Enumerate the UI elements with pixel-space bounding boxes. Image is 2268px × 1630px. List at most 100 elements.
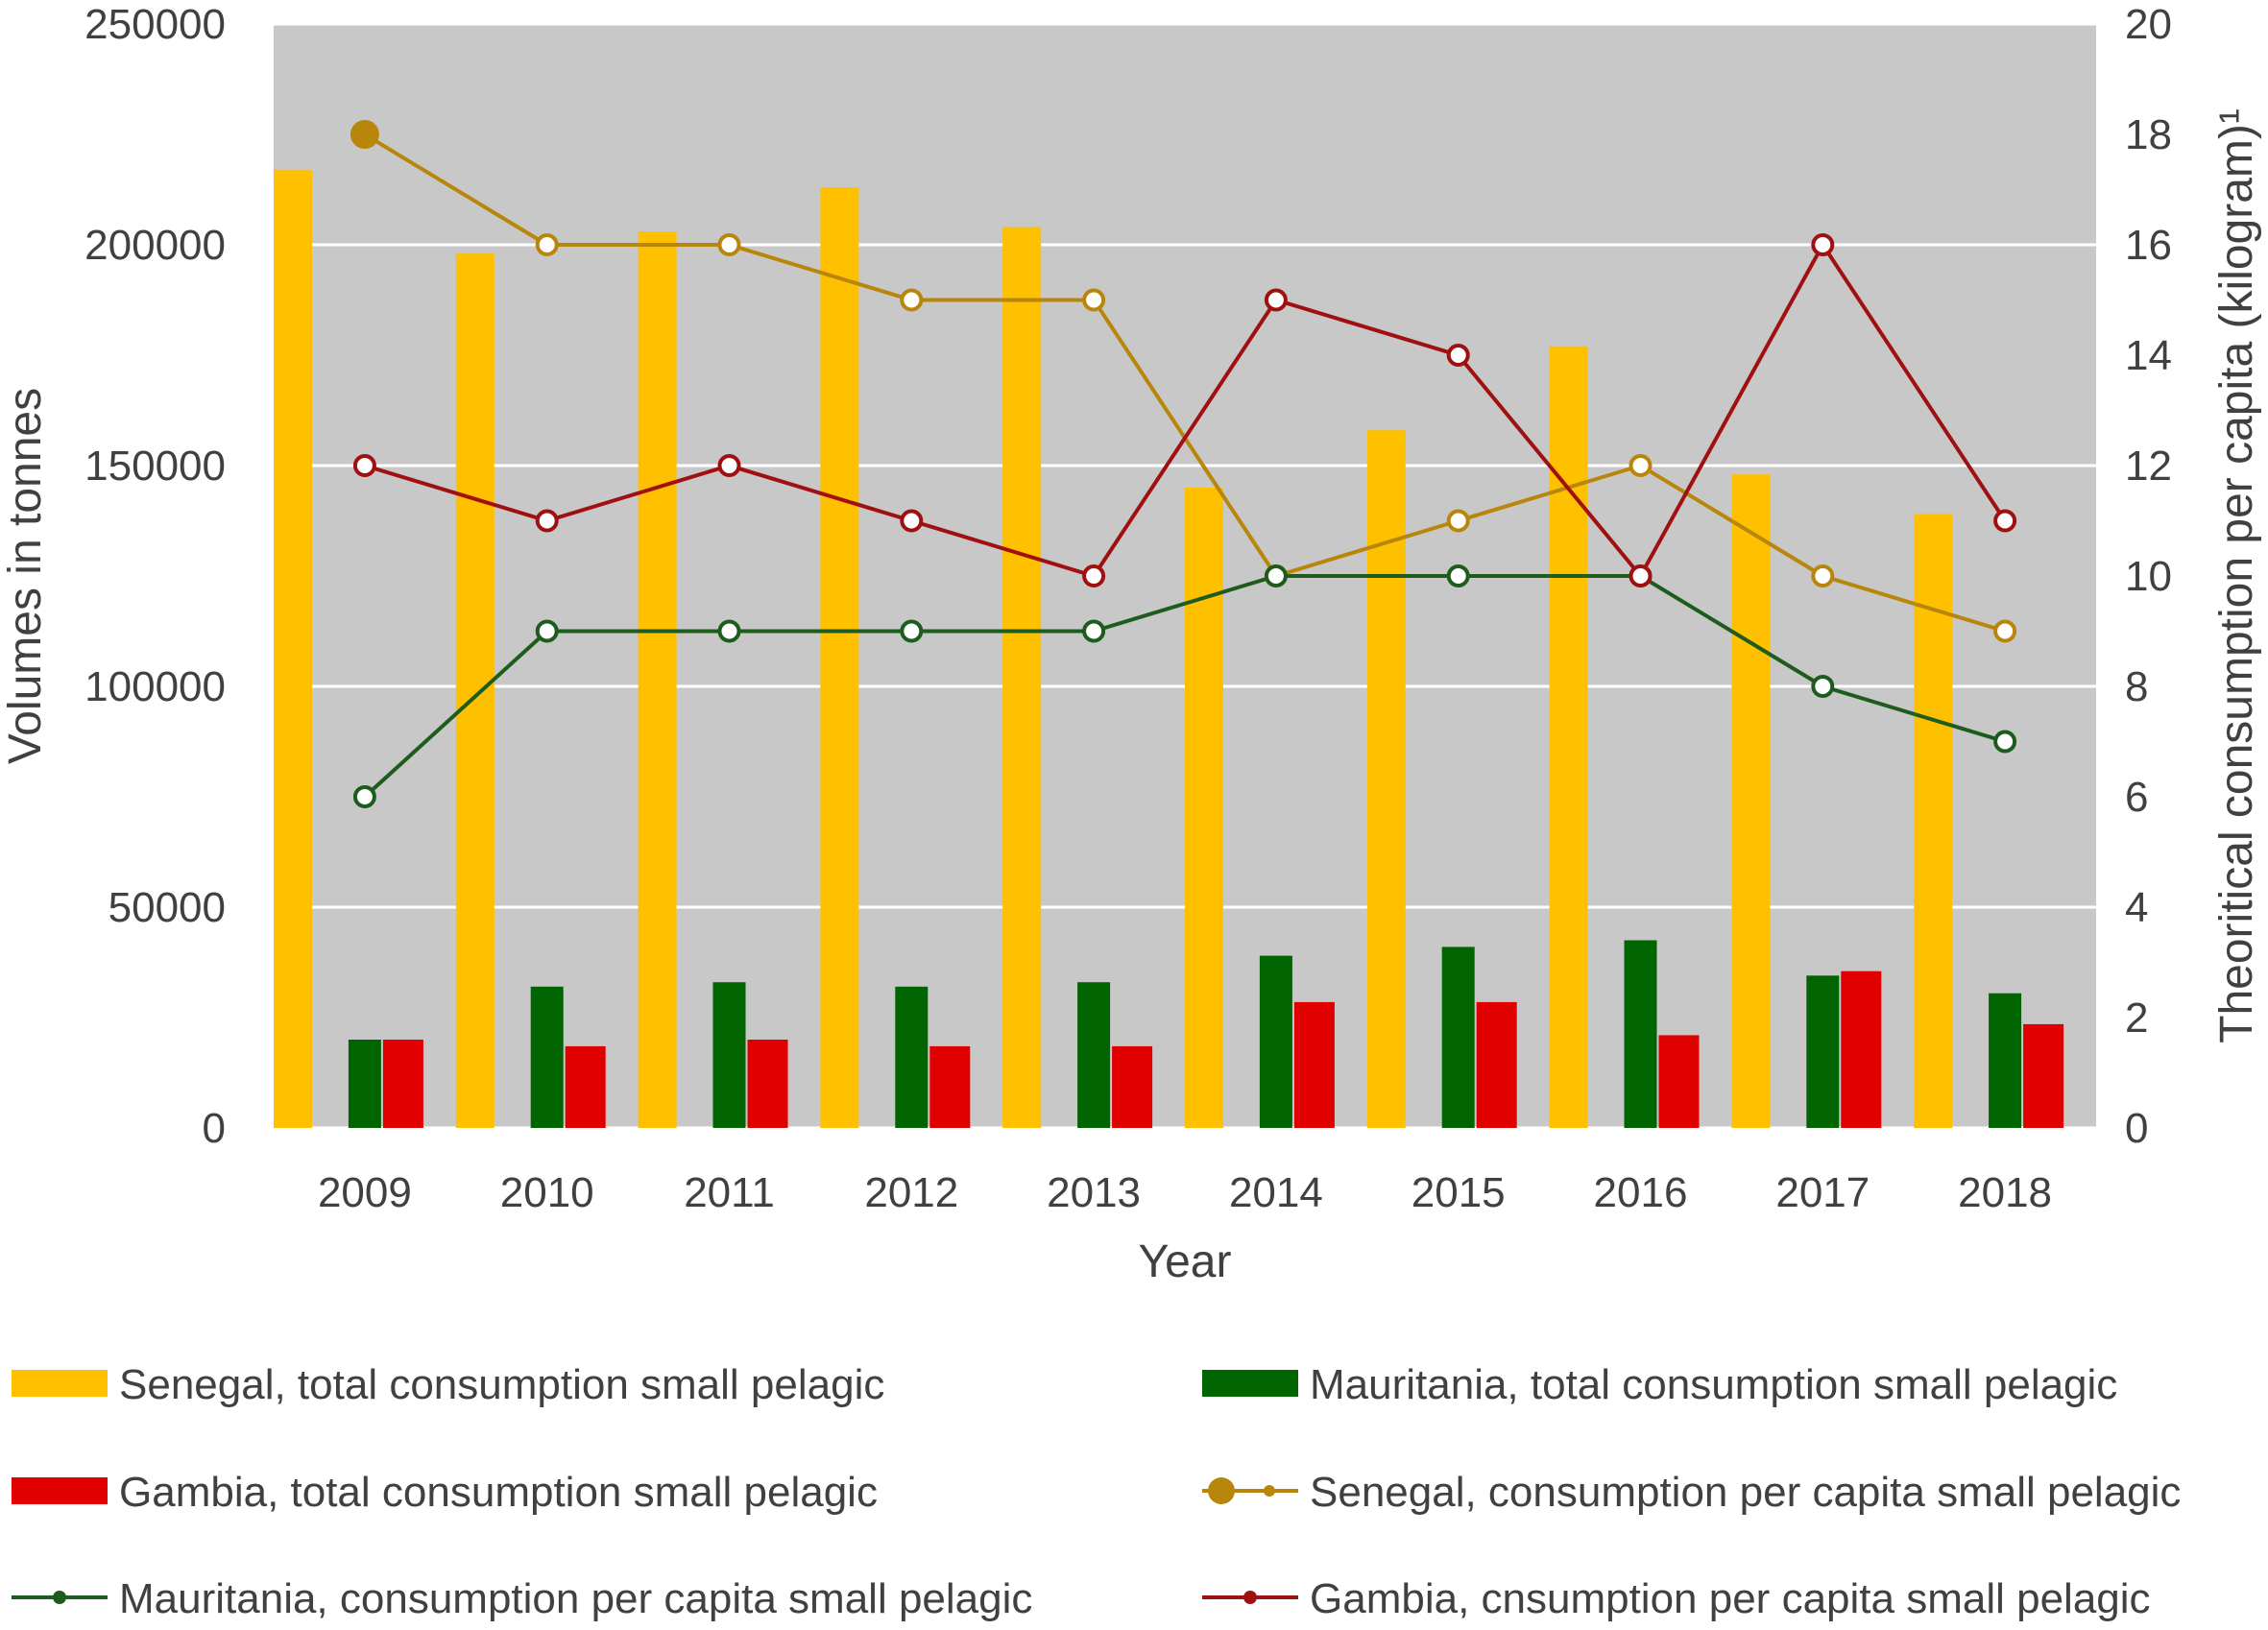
x-axis-ticks: 2009 2010 2011 2012 2013 2014 2015 2016 2017 2018 <box>318 1169 2052 1216</box>
y-tick-label: 150000 <box>84 443 226 490</box>
legend-swatch-marker <box>1243 1591 1257 1604</box>
bar-mauritania-2015 <box>1441 947 1475 1128</box>
point-senegal-2012 <box>900 288 924 312</box>
x-tick-label: 2016 <box>1594 1169 1688 1216</box>
bar-mauritania-2010 <box>530 986 564 1128</box>
point-gambia-2015 <box>1446 344 1470 367</box>
y2-tick-label: 14 <box>2125 332 2172 379</box>
bar-senegal-2015 <box>1366 430 1406 1128</box>
legend-label: Mauritania, consumption per capita small… <box>119 1575 1032 1622</box>
bar-gambia-2016 <box>1658 1035 1700 1128</box>
point-mauritania-2011 <box>717 619 741 643</box>
right-axis-ticks: 0 2 4 6 8 10 12 14 16 18 20 <box>2125 1 2172 1152</box>
bar-senegal-2017 <box>1731 474 1771 1128</box>
legend-swatch <box>12 1370 108 1397</box>
legend-item-3: Gambia, total consumption small pelagic <box>12 1469 878 1516</box>
point-senegal-2010 <box>535 233 559 256</box>
legend-swatch-marker <box>53 1591 66 1604</box>
bar-mauritania-2017 <box>1806 975 1840 1128</box>
point-mauritania-2018 <box>1993 730 2017 754</box>
bar-gambia-2013 <box>1112 1045 1153 1128</box>
legend-swatch-marker <box>1264 1485 1275 1497</box>
bar-mauritania-2012 <box>895 986 929 1128</box>
bar-gambia-2011 <box>747 1040 788 1128</box>
x-tick-label: 2015 <box>1411 1169 1506 1216</box>
legend-label: Gambia, cnsumption per capita small pela… <box>1310 1575 2151 1622</box>
y2-tick-label: 10 <box>2125 553 2172 600</box>
bar-senegal-2016 <box>1549 346 1588 1128</box>
left-axis-ticks: 0 50000 100000 150000 200000 250000 <box>84 1 226 1152</box>
point-gambia-2013 <box>1082 564 1106 587</box>
y2-tick-label: 16 <box>2125 222 2172 269</box>
point-gambia-2010 <box>535 509 559 533</box>
legend-swatch-marker <box>1208 1477 1235 1504</box>
x-tick-label: 2013 <box>1047 1169 1141 1216</box>
y2-tick-label: 8 <box>2125 663 2148 710</box>
legend-label: Senegal, total consumption small pelagic <box>119 1361 884 1408</box>
legend-swatch <box>1202 1370 1298 1397</box>
x-tick-label: 2017 <box>1775 1169 1870 1216</box>
bar-series <box>274 169 2064 1129</box>
legend-label: Senegal, consumption per capita small pe… <box>1310 1469 2181 1516</box>
point-senegal-2013 <box>1082 288 1106 312</box>
line-mauritania-per-capita <box>363 574 2006 799</box>
point-mauritania-2009 <box>352 785 376 808</box>
y2-tick-label: 18 <box>2125 111 2172 158</box>
point-gambia-2018 <box>1993 509 2017 533</box>
bar-senegal-2018 <box>1914 514 1953 1128</box>
bar-mauritania-2009 <box>348 1040 381 1128</box>
bar-mauritania-2011 <box>712 982 746 1128</box>
bar-mauritania-2018 <box>1989 993 2022 1128</box>
point-gambia-2017 <box>1811 233 1835 256</box>
bar-senegal-2009 <box>274 169 312 1129</box>
x-tick-label: 2011 <box>684 1169 775 1216</box>
x-tick-label: 2018 <box>1958 1169 2052 1216</box>
point-mauritania-2010 <box>535 619 559 643</box>
bar-senegal-2013 <box>1002 227 1042 1129</box>
y2-tick-label: 4 <box>2125 884 2148 931</box>
legend-item-4: Senegal, consumption per capita small pe… <box>1202 1469 2181 1516</box>
point-gambia-2016 <box>1629 564 1653 587</box>
bar-mauritania-2013 <box>1077 982 1111 1128</box>
x-tick-label: 2009 <box>318 1169 412 1216</box>
y-tick-label: 200000 <box>84 222 226 269</box>
bar-senegal-2014 <box>1185 488 1223 1128</box>
line-series <box>350 120 2017 808</box>
y-tick-label: 100000 <box>84 663 226 710</box>
bar-gambia-2015 <box>1476 1001 1517 1128</box>
bar-senegal-2012 <box>820 187 859 1128</box>
y-tick-label: 50000 <box>109 884 226 931</box>
legend: Senegal, total consumption small pelagic… <box>12 1361 2181 1622</box>
right-axis-title: Theoritical consumption per capita (kilo… <box>2211 108 2262 1043</box>
legend-item-5: Mauritania, consumption per capita small… <box>12 1575 1032 1622</box>
point-mauritania-2017 <box>1811 675 1835 698</box>
bar-gambia-2012 <box>929 1045 971 1128</box>
y-tick-label: 0 <box>203 1105 226 1152</box>
point-senegal-2017 <box>1811 564 1835 587</box>
x-tick-label: 2010 <box>500 1169 594 1216</box>
y2-tick-label: 2 <box>2125 995 2148 1042</box>
bar-gambia-2010 <box>565 1045 606 1128</box>
bar-mauritania-2016 <box>1624 940 1657 1128</box>
x-tick-label: 2014 <box>1229 1169 1323 1216</box>
point-gambia-2009 <box>352 454 376 477</box>
point-senegal-2016 <box>1629 454 1653 477</box>
point-senegal-2011 <box>717 233 741 256</box>
legend-item-2: Mauritania, total consumption small pela… <box>1202 1361 2117 1408</box>
y-tick-label: 250000 <box>84 1 226 48</box>
legend-swatch <box>12 1477 108 1504</box>
line-gambia-per-capita <box>364 241 2007 580</box>
point-mauritania-2015 <box>1446 564 1470 587</box>
y2-tick-label: 12 <box>2125 443 2172 490</box>
legend-label: Mauritania, total consumption small pela… <box>1310 1361 2117 1408</box>
point-gambia-2011 <box>717 454 741 477</box>
y2-tick-label: 0 <box>2125 1105 2148 1152</box>
bar-senegal-2011 <box>638 231 677 1128</box>
y2-tick-label: 20 <box>2125 1 2172 48</box>
x-axis-title: Year <box>1139 1236 1232 1287</box>
y2-tick-label: 6 <box>2125 774 2148 821</box>
left-axis-title: Volumes in tonnes <box>0 388 51 764</box>
point-gambia-2012 <box>900 509 924 533</box>
point-mauritania-2012 <box>900 619 924 643</box>
legend-item-1: Senegal, total consumption small pelagic <box>12 1361 884 1408</box>
